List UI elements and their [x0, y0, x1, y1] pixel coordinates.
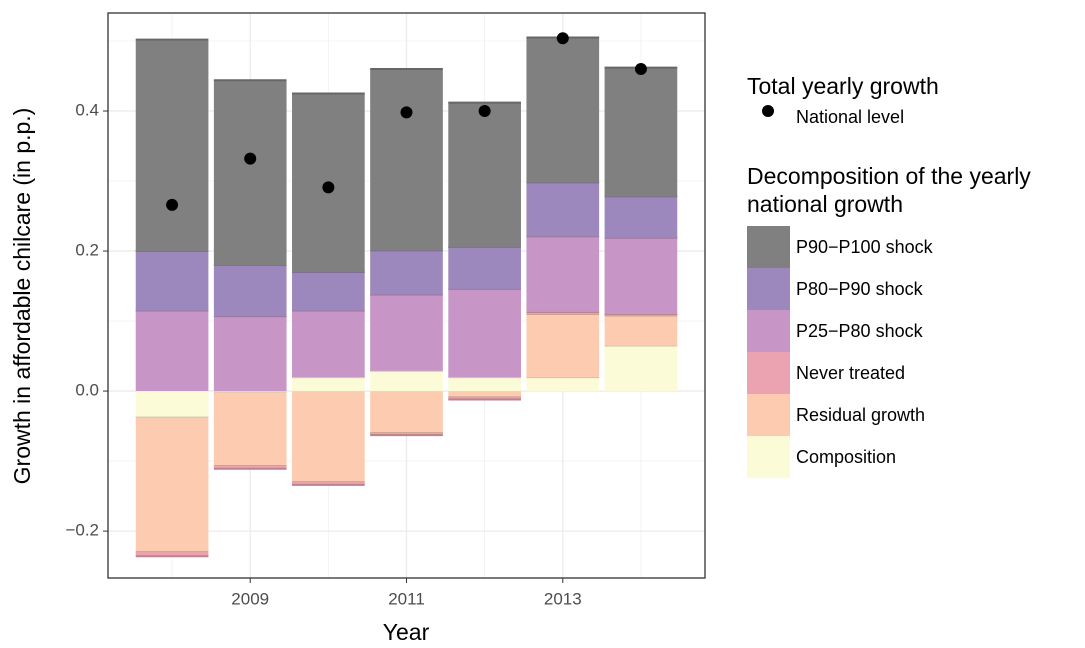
bar-segment: [135, 310, 209, 392]
y-tick-label: 0.2: [75, 241, 99, 260]
y-axis-label: Growth in affordable chilcare (in p.p.): [9, 108, 35, 485]
point: [556, 32, 569, 45]
bar-segment: [213, 80, 287, 266]
bar-segment: [448, 397, 521, 400]
legend-key: [747, 96, 790, 138]
legend-item: Composition: [747, 436, 1082, 478]
bar-segment: [370, 391, 443, 434]
legend-symbol: [762, 105, 774, 117]
bar-segment: [213, 265, 287, 317]
y-tick-label: 0.4: [75, 101, 99, 120]
bar-segment: [135, 39, 209, 252]
point: [634, 63, 647, 76]
bar-segment: [526, 37, 600, 183]
x-tick-label: 2013: [544, 589, 582, 608]
legend-key: [747, 394, 790, 436]
bar-segment: [526, 236, 600, 312]
y-tick-label: 0.0: [75, 381, 99, 400]
bar-segment: [135, 417, 209, 553]
legend-label: Never treated: [796, 362, 906, 383]
legend-label: Residual growth: [796, 404, 926, 425]
bar-segment: [292, 272, 365, 311]
legend-label: P25−P80 shock: [796, 320, 923, 341]
bar-segment: [370, 433, 443, 436]
bar-segment: [526, 314, 600, 378]
legend-key: [747, 352, 790, 394]
bar-segment: [604, 315, 678, 346]
bar-segment: [292, 377, 365, 392]
bar-segment: [604, 345, 678, 392]
legend-item: P90−P100 shock: [747, 226, 1082, 268]
legend-title: Decomposition of the yearly national gro…: [747, 163, 1031, 217]
x-axis-label: Year: [383, 619, 430, 645]
y-tick-label: −0.2: [65, 521, 99, 540]
legend-key: [747, 310, 790, 352]
bar-segment: [604, 237, 678, 315]
bar-segment: [604, 67, 678, 197]
bar-segment: [448, 102, 521, 247]
point: [478, 105, 491, 118]
x-tick-label: 2009: [231, 589, 269, 608]
bar-segment: [213, 316, 287, 392]
legend-item: Residual growth: [747, 394, 1082, 436]
legend-label: P90−P100 shock: [796, 236, 933, 257]
bar-segment: [292, 310, 365, 378]
bar-segment: [448, 246, 521, 289]
bar-segment: [370, 69, 443, 251]
legend-dot: [762, 105, 774, 117]
bar-segment: [292, 391, 365, 483]
bar-segment: [604, 196, 678, 238]
legend-label: P80−P90 shock: [796, 278, 923, 299]
legend-item: National level: [747, 102, 1082, 132]
bar-segment: [448, 391, 521, 398]
bar-segment: [370, 294, 443, 371]
point: [244, 152, 257, 165]
bar-segment: [526, 182, 600, 237]
bar-segment: [370, 370, 443, 392]
panel-border: [107, 12, 706, 579]
x-tick-label: 2011: [388, 589, 425, 608]
point: [400, 106, 413, 119]
bar-segment: [292, 482, 365, 485]
legend-key: [747, 268, 790, 310]
bar-segment: [448, 377, 521, 392]
legend-key: [747, 226, 790, 268]
bar-segment: [448, 288, 521, 378]
legend-label: Composition: [796, 446, 897, 467]
legend-item: P25−P80 shock: [747, 310, 1082, 352]
bar-segment: [213, 465, 287, 469]
point: [166, 198, 179, 211]
bar-segment: [135, 552, 209, 557]
chart: Year Growth in affordable chilcare (in p…: [9, 12, 706, 645]
point: [322, 181, 335, 194]
bar-segment: [370, 250, 443, 295]
legend-title: Total yearly growth: [747, 73, 939, 99]
legend-key: [747, 436, 790, 478]
bar-segment: [135, 391, 209, 418]
bar-segment: [526, 377, 600, 392]
bar-segment: [526, 311, 600, 315]
legend: Total yearly growth National level Decom…: [747, 72, 1082, 478]
legend-label: National level: [796, 106, 905, 127]
legend-item: P80−P90 shock: [747, 268, 1082, 310]
bar-segment: [135, 251, 209, 311]
legend-item: Never treated: [747, 352, 1082, 394]
legend-items: P90−P100 shock P80−P90 shock P25−P80 shock…: [747, 226, 1082, 478]
bar-segment: [213, 392, 287, 466]
